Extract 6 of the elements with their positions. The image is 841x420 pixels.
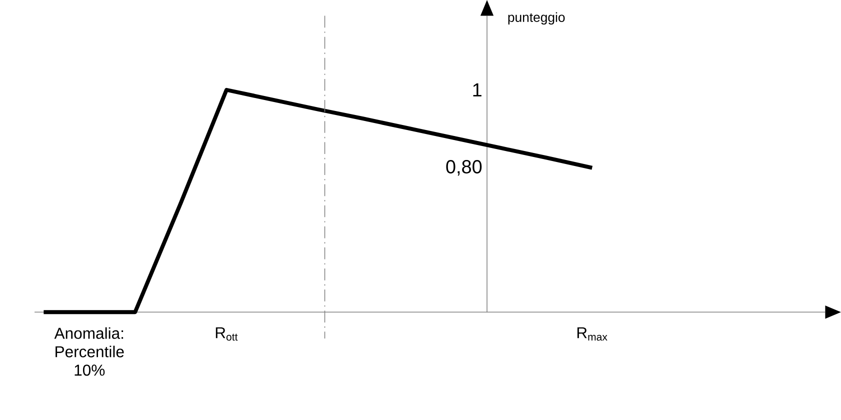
x-tick-label: R$_{ott}$ [216,327,238,341]
y-axis-title: punteggio [508,12,565,25]
x-tick-label: R$_{max}$ [577,327,608,341]
y-tick-label: 0,80 [446,160,482,176]
x-tick-label: Anomalia: Percentile 10% [54,327,124,376]
y-tick-label: 1 [473,83,482,97]
